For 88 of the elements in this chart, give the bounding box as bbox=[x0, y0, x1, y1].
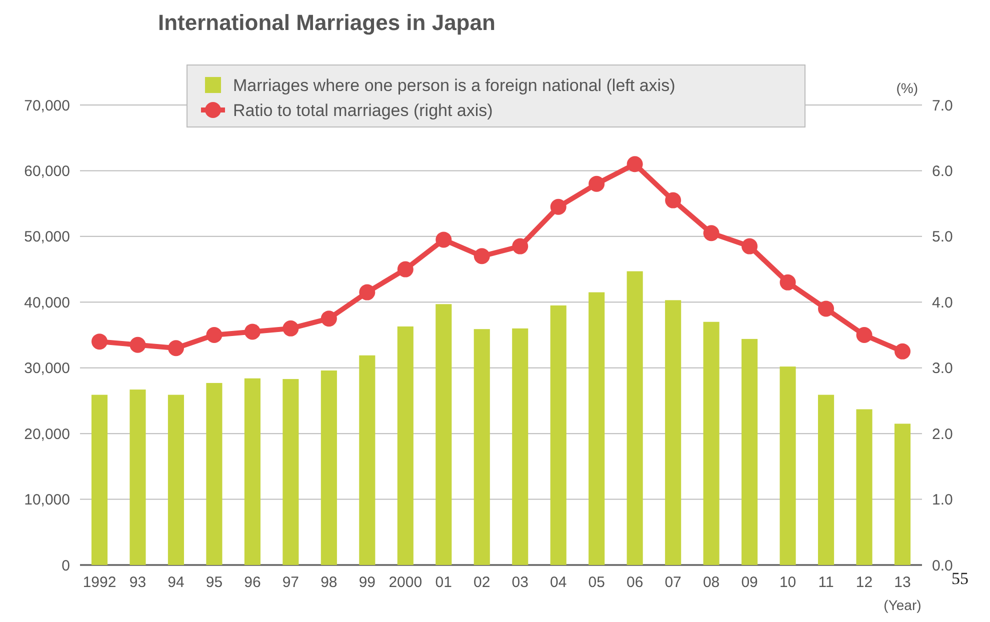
point bbox=[130, 336, 146, 353]
y-tick-label: 70,000 bbox=[24, 97, 70, 114]
legend-label: Ratio to total marriages (right axis) bbox=[233, 100, 493, 120]
x-tick-label: 94 bbox=[168, 574, 184, 591]
point bbox=[626, 156, 643, 172]
y-tick-label: 20,000 bbox=[24, 426, 70, 443]
bar bbox=[474, 329, 490, 565]
x-tick-label: 05 bbox=[588, 574, 605, 591]
x-tick-label: 03 bbox=[512, 574, 528, 591]
y2-tick-label: 6.0 bbox=[932, 162, 953, 180]
x-tick-label: 95 bbox=[206, 574, 223, 591]
y-tick-label: 10,000 bbox=[24, 492, 70, 509]
x-tick-label: 96 bbox=[244, 574, 261, 591]
bar bbox=[320, 370, 337, 565]
bar bbox=[168, 394, 184, 565]
x-axis-title: (Year) bbox=[884, 597, 922, 613]
bar bbox=[818, 394, 834, 565]
bar bbox=[856, 409, 872, 565]
bar bbox=[436, 304, 452, 565]
x-tick-label: 06 bbox=[626, 574, 644, 591]
bar bbox=[397, 326, 414, 565]
x-tick-label: 11 bbox=[818, 574, 834, 591]
text: 55 bbox=[952, 569, 968, 588]
point bbox=[282, 320, 299, 336]
x-tick-label: 97 bbox=[282, 574, 300, 591]
bar bbox=[206, 382, 222, 565]
point bbox=[742, 238, 758, 254]
x-tick-label: 13 bbox=[894, 574, 911, 591]
bar bbox=[703, 322, 720, 565]
bar bbox=[359, 355, 376, 565]
point bbox=[512, 238, 528, 254]
point bbox=[359, 284, 376, 300]
bar bbox=[742, 338, 758, 565]
legend-label: Marriages where one person is a foreign national (left axis) bbox=[233, 76, 676, 95]
y-tick-label: 30,000 bbox=[24, 360, 70, 378]
x-tick-label: 09 bbox=[741, 574, 758, 591]
y2-tick-label: 7.0 bbox=[932, 97, 953, 114]
y2-tick-label: 4.0 bbox=[932, 294, 953, 312]
x-tick-label: 12 bbox=[856, 574, 873, 591]
point bbox=[665, 192, 682, 208]
point bbox=[474, 248, 490, 264]
point bbox=[244, 324, 260, 340]
x-tick-label: 04 bbox=[550, 574, 567, 591]
y-tick-label: 40,000 bbox=[24, 294, 70, 312]
bar bbox=[665, 300, 682, 565]
bar bbox=[282, 379, 299, 565]
bar bbox=[91, 394, 108, 565]
x-tick-label: 93 bbox=[129, 574, 146, 591]
y-tick-label: 50,000 bbox=[24, 228, 70, 246]
point bbox=[780, 274, 796, 290]
chart-title: International Marriages in Japan bbox=[158, 10, 496, 35]
point bbox=[92, 334, 108, 350]
x-tick-label: 10 bbox=[779, 574, 796, 591]
bar bbox=[512, 328, 528, 565]
point bbox=[206, 327, 222, 343]
point bbox=[588, 176, 605, 192]
x-tick-label: 08 bbox=[702, 574, 720, 591]
point bbox=[856, 327, 872, 343]
x-tick-label: 01 bbox=[435, 574, 452, 591]
point bbox=[168, 340, 184, 356]
bar bbox=[588, 292, 605, 565]
y2-tick-label: 3.0 bbox=[932, 360, 953, 378]
bar bbox=[780, 366, 796, 565]
point bbox=[550, 198, 566, 215]
y-tick-label: 0 bbox=[62, 557, 70, 574]
point bbox=[894, 343, 910, 360]
bar bbox=[550, 305, 566, 565]
point bbox=[397, 261, 414, 278]
bar bbox=[130, 390, 146, 565]
x-tick-label: 02 bbox=[474, 574, 490, 591]
bar bbox=[894, 424, 911, 565]
bar bbox=[244, 378, 260, 565]
x-tick-label: 99 bbox=[358, 574, 376, 591]
y2-tick-label: 2.0 bbox=[932, 426, 953, 443]
point bbox=[320, 310, 337, 327]
point bbox=[818, 300, 834, 317]
x-tick-label: 1992 bbox=[82, 574, 116, 591]
y2-tick-label: 1.0 bbox=[932, 492, 953, 509]
x-tick-label: 98 bbox=[320, 574, 338, 591]
bar bbox=[626, 271, 643, 565]
point bbox=[436, 232, 452, 248]
x-tick-label: 2000 bbox=[388, 574, 422, 591]
y2-axis-title: (%) bbox=[896, 80, 918, 96]
y-tick-label: 60,000 bbox=[24, 162, 70, 180]
y2-tick-label: 5.0 bbox=[932, 228, 953, 246]
point bbox=[703, 225, 720, 242]
x-tick-label: 07 bbox=[664, 574, 682, 591]
y2-tick-label: 0.0 bbox=[932, 557, 953, 574]
